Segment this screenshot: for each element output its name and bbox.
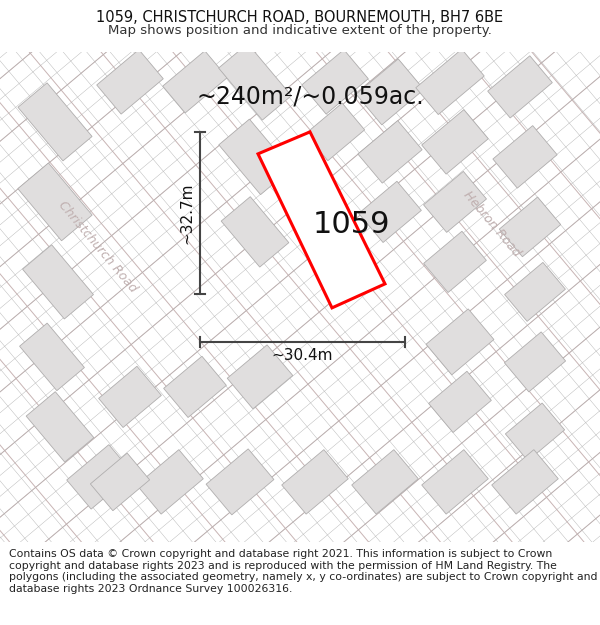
Polygon shape <box>426 309 494 375</box>
Polygon shape <box>18 83 92 161</box>
Polygon shape <box>163 51 227 113</box>
Polygon shape <box>493 126 557 188</box>
Polygon shape <box>352 449 418 514</box>
Polygon shape <box>424 171 487 232</box>
Text: Hebron Road: Hebron Road <box>461 189 523 259</box>
Polygon shape <box>20 323 85 391</box>
Polygon shape <box>488 56 553 118</box>
Polygon shape <box>302 49 368 114</box>
Polygon shape <box>97 49 163 114</box>
Text: Map shows position and indicative extent of the property.: Map shows position and indicative extent… <box>108 24 492 36</box>
Polygon shape <box>282 449 348 514</box>
Polygon shape <box>67 444 133 509</box>
Polygon shape <box>18 163 92 241</box>
Text: 1059, CHRISTCHURCH ROAD, BOURNEMOUTH, BH7 6BE: 1059, CHRISTCHURCH ROAD, BOURNEMOUTH, BH… <box>97 10 503 25</box>
Polygon shape <box>218 44 292 120</box>
Polygon shape <box>221 197 289 267</box>
Polygon shape <box>227 345 293 409</box>
Polygon shape <box>91 453 149 511</box>
Polygon shape <box>424 231 487 292</box>
Polygon shape <box>505 403 565 461</box>
Polygon shape <box>164 356 226 418</box>
Polygon shape <box>26 392 94 462</box>
Polygon shape <box>258 132 385 308</box>
Polygon shape <box>359 181 421 243</box>
Text: Contains OS data © Crown copyright and database right 2021. This information is : Contains OS data © Crown copyright and d… <box>9 549 598 594</box>
Polygon shape <box>428 371 491 432</box>
Polygon shape <box>23 245 94 319</box>
Polygon shape <box>358 121 422 183</box>
Polygon shape <box>422 109 488 174</box>
Text: ~240m²/~0.059ac.: ~240m²/~0.059ac. <box>196 85 424 109</box>
Polygon shape <box>505 262 565 321</box>
Polygon shape <box>422 449 488 514</box>
Polygon shape <box>137 449 203 514</box>
Polygon shape <box>219 119 291 194</box>
Polygon shape <box>305 103 365 161</box>
Polygon shape <box>206 449 274 515</box>
Polygon shape <box>356 59 424 125</box>
Polygon shape <box>499 197 561 257</box>
Polygon shape <box>416 49 484 114</box>
Text: 1059: 1059 <box>313 210 390 239</box>
Polygon shape <box>492 449 558 514</box>
Text: ~30.4m: ~30.4m <box>272 348 333 363</box>
Polygon shape <box>505 332 566 392</box>
Text: Christchurch Road: Christchurch Road <box>56 199 140 295</box>
Polygon shape <box>98 366 161 428</box>
Text: ~32.7m: ~32.7m <box>179 182 194 244</box>
